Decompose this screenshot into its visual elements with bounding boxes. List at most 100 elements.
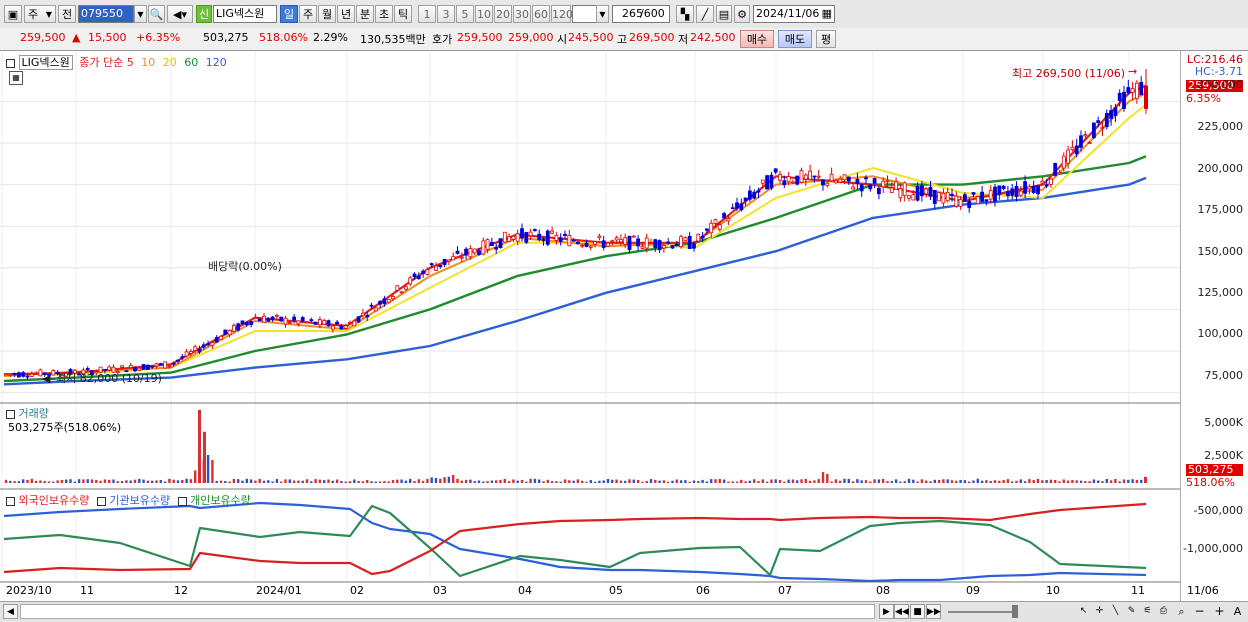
- volume-bar: [310, 481, 313, 483]
- volume-bar: [800, 479, 803, 483]
- candle-body: [300, 317, 305, 322]
- candle-body: [124, 370, 129, 373]
- candle-body: [249, 321, 254, 325]
- tool-icon[interactable]: ↖: [1079, 606, 1088, 616]
- panel-toggle-icon[interactable]: [96, 496, 106, 506]
- volume-bar: [968, 481, 971, 483]
- save-icon[interactable]: ▤: [716, 5, 732, 23]
- candle-body: [403, 286, 408, 290]
- candle-body: [717, 224, 722, 230]
- chart-area[interactable]: LIG넥스원 종가 단순 5 10 20 60 120 ▦ 최고 269,500…: [0, 51, 1248, 601]
- candle-body: [408, 277, 413, 285]
- candle-body: [778, 174, 782, 181]
- volume-bar: [765, 481, 769, 483]
- zoom-out-icon[interactable]: −: [1194, 604, 1205, 618]
- line-tool-icon[interactable]: ╲: [1112, 606, 1119, 616]
- auto-scale-icon[interactable]: A: [1233, 605, 1242, 618]
- chart-layout-icon[interactable]: ▣: [4, 5, 22, 23]
- volume-bar: [671, 480, 674, 483]
- evaluate-button[interactable]: 평: [816, 30, 836, 48]
- minute-button[interactable]: 20: [494, 5, 512, 23]
- label-tool-icon[interactable]: ⎙: [1159, 606, 1168, 616]
- horizontal-scrollbar[interactable]: [20, 604, 875, 619]
- candle-body: [51, 369, 56, 376]
- volume-bar: [813, 480, 816, 483]
- minute-button[interactable]: 120: [551, 5, 573, 23]
- volume-bar: [757, 481, 760, 483]
- period-dropdown[interactable]: 주 ▼: [24, 5, 56, 23]
- candle-body: [842, 174, 847, 181]
- gear-icon[interactable]: ⚙: [734, 5, 750, 23]
- panel-toggle-icon[interactable]: [6, 496, 15, 506]
- pen-tool-icon[interactable]: ✎: [1127, 606, 1136, 616]
- fib-tool-icon[interactable]: ⚟: [1143, 606, 1152, 616]
- speaker-icon[interactable]: ◀▾: [167, 5, 193, 23]
- minute-button[interactable]: 3: [437, 5, 455, 23]
- chevron-down-icon[interactable]: ▼: [134, 5, 147, 23]
- calendar-icon[interactable]: ▦: [821, 7, 832, 20]
- volume-bar: [873, 479, 876, 483]
- stop-icon[interactable]: ■: [910, 604, 925, 619]
- interval-button[interactable]: 일: [280, 5, 298, 23]
- candle-body: [193, 346, 198, 351]
- fast-forward-icon[interactable]: ▶▶: [926, 604, 941, 619]
- volume-y-tick: 2,500K: [1204, 449, 1243, 462]
- legend-stock-name[interactable]: LIG넥스원: [18, 55, 73, 70]
- panel-toggle-icon[interactable]: [6, 58, 15, 68]
- scroll-left-icon[interactable]: ◀: [3, 604, 18, 619]
- candle-body: [150, 365, 155, 368]
- volume-bar: [155, 480, 158, 483]
- zoom-icon[interactable]: ⌕: [1178, 605, 1185, 618]
- minute-button[interactable]: 30: [513, 5, 531, 23]
- zoom-slider[interactable]: [948, 611, 1018, 613]
- legend-individual: 개인보유수량: [190, 494, 251, 507]
- interval-button[interactable]: 분: [356, 5, 374, 23]
- volume-bar: [722, 479, 726, 483]
- stock-code-input[interactable]: 079550: [78, 5, 134, 23]
- scroll-right-icon[interactable]: ▶: [879, 604, 894, 619]
- zoom-slider-handle[interactable]: [1012, 605, 1018, 618]
- price-legend: LIG넥스원 종가 단순 5 10 20 60 120: [6, 54, 227, 70]
- rewind-icon[interactable]: ◀◀: [894, 604, 909, 619]
- minute-button[interactable]: 10: [475, 5, 493, 23]
- crosshair-icon[interactable]: ✛: [1095, 606, 1104, 616]
- prev-button[interactable]: 전: [58, 5, 76, 23]
- sell-button[interactable]: 매도: [778, 30, 812, 48]
- volume-bar: [675, 479, 678, 483]
- buy-button[interactable]: 매수: [740, 30, 774, 48]
- search-icon[interactable]: 🔍: [148, 5, 165, 23]
- candle-body: [975, 196, 980, 205]
- interval-button[interactable]: 주: [299, 5, 317, 23]
- chevron-down-icon[interactable]: ▼: [596, 5, 609, 23]
- volume-bar: [899, 481, 902, 483]
- candle-body: [115, 371, 120, 373]
- zoom-in-icon[interactable]: +: [1214, 604, 1225, 618]
- candle-body: [963, 194, 967, 202]
- panel-toggle-icon[interactable]: [177, 496, 187, 506]
- candle-body: [610, 240, 615, 243]
- panel-toggle-icon[interactable]: [6, 409, 15, 419]
- interval-button[interactable]: 월: [318, 5, 336, 23]
- volume-bar: [920, 479, 924, 483]
- volume-bar: [327, 479, 330, 483]
- count-input[interactable]: 265: [612, 5, 670, 23]
- interval-button[interactable]: 초: [375, 5, 393, 23]
- draw-tool-icon[interactable]: ╱: [696, 5, 714, 23]
- calculator-icon[interactable]: ▦: [9, 71, 23, 85]
- interval-button[interactable]: 년: [337, 5, 355, 23]
- volume-bar: [391, 480, 395, 483]
- minute-button[interactable]: 5: [456, 5, 474, 23]
- candle-body: [219, 335, 223, 340]
- minute-button[interactable]: 60: [532, 5, 550, 23]
- indicator-icon[interactable]: ▚: [676, 5, 694, 23]
- candle-body: [649, 241, 653, 244]
- legend-ma-title: 종가 단순: [79, 56, 124, 69]
- candle-body: [137, 367, 142, 371]
- volume-bar: [413, 481, 416, 483]
- candle-body: [713, 219, 718, 224]
- interval-button[interactable]: 틱: [394, 5, 412, 23]
- date-input[interactable]: 2024/11/06 ▦: [753, 5, 835, 23]
- chart-canvas[interactable]: [0, 51, 1180, 601]
- minute-button[interactable]: 1: [418, 5, 436, 23]
